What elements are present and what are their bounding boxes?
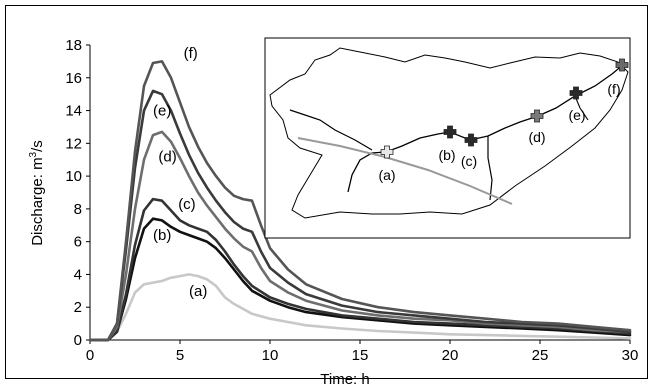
catchment-outline <box>269 47 629 219</box>
series-label-b: (b) <box>153 227 171 244</box>
gauge-marker-a <box>380 145 394 159</box>
gauge-marker-e <box>569 86 583 100</box>
x-tick-label: 5 <box>176 347 184 364</box>
x-tick-label: 0 <box>86 347 94 364</box>
series-line-f <box>88 60 632 342</box>
y-tick-label: 10 <box>65 168 82 185</box>
y-tick-label: 16 <box>65 70 82 87</box>
gauge-label-e: (e) <box>568 107 585 123</box>
y-tick-label: 12 <box>65 135 82 152</box>
gauge-marker-b <box>443 125 457 139</box>
y-tick-label: 6 <box>74 234 82 251</box>
y-tick-label: 18 <box>65 37 82 54</box>
series-label-group: (a) (b) (c) (d) (e) (f) <box>153 45 207 300</box>
series-label-d: (d) <box>158 148 176 165</box>
y-axis-title-sup: 3 <box>28 151 39 157</box>
series-label-f: (f) <box>184 45 198 62</box>
gauge-marker-c <box>464 133 478 147</box>
x-tick-label: 25 <box>532 347 549 364</box>
river-tributary-south <box>487 136 493 201</box>
x-tick-label: 30 <box>622 347 639 364</box>
gauge-label-c: (c) <box>461 153 477 169</box>
marker-group: (a) (b) (c) (d) (e) (f) <box>378 58 629 183</box>
y-tick-label: 0 <box>74 332 82 349</box>
series-line-c <box>88 197 632 342</box>
y-axis-title: Discharge: m3/s <box>28 140 46 246</box>
gauge-label-a: (a) <box>378 167 395 183</box>
series-line-a <box>88 273 632 342</box>
series-line-d <box>88 130 632 342</box>
series-line-b <box>88 217 632 342</box>
series-label-c: (c) <box>178 196 196 213</box>
gauge-marker-d <box>530 109 544 123</box>
y-tick-label: 8 <box>74 201 82 218</box>
gauge-label-f: (f) <box>607 81 620 97</box>
series-label-e: (e) <box>153 103 171 120</box>
x-tick-label: 20 <box>442 347 459 364</box>
series-label-a: (a) <box>189 283 207 300</box>
series-group <box>88 60 632 342</box>
gauge-label-d: (d) <box>528 129 545 145</box>
y-tick-label: 2 <box>74 299 82 316</box>
tick-group: 0 2 4 6 8 10 12 14 16 18 0 5 10 15 20 25 30 <box>65 37 638 364</box>
chart-frame <box>5 5 648 379</box>
x-tick-label: 15 <box>352 347 369 364</box>
y-tick-label: 14 <box>65 103 82 120</box>
river-tributary-east <box>574 95 589 121</box>
x-tick-label: 10 <box>262 347 279 364</box>
x-axis-title: Time: h <box>320 371 369 385</box>
gauge-label-b: (b) <box>438 147 455 163</box>
transect-line <box>297 137 513 205</box>
y-tick-label: 4 <box>74 266 82 283</box>
river-tributary-north <box>289 109 373 151</box>
series-line-e <box>88 89 632 342</box>
gauge-marker-f <box>615 58 629 72</box>
